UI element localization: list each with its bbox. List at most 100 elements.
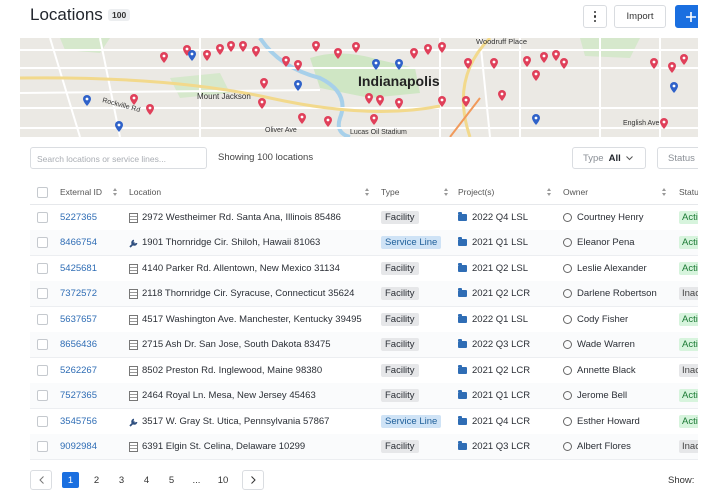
type-filter[interactable]: Type All: [572, 147, 646, 169]
project: 2021 Q2 LCR: [458, 281, 530, 306]
column-header[interactable]: Project(s): [458, 187, 495, 197]
external-id[interactable]: 5637657: [60, 314, 97, 325]
location: 2464 Royal Ln. Mesa, New Jersey 45463: [129, 383, 316, 408]
sort-icon[interactable]: [113, 188, 118, 196]
status-filter[interactable]: Status: [657, 147, 698, 169]
location: 4517 Washington Ave. Manchester, Kentuck…: [129, 307, 362, 332]
address: 1901 Thornridge Cir. Shiloh, Hawaii 8106…: [142, 237, 321, 248]
map-label: Lucas Oil Stadium: [350, 129, 407, 136]
row-checkbox[interactable]: [37, 416, 48, 427]
table-row: 5262267 8502 Preston Rd. Inglewood, Main…: [30, 358, 698, 384]
row-checkbox[interactable]: [37, 390, 48, 401]
search-input[interactable]: Search locations or service lines...: [30, 147, 207, 169]
project: 2022 Q3 LCR: [458, 332, 530, 357]
project: 2021 Q4 LCR: [458, 409, 530, 434]
row-checkbox[interactable]: [37, 237, 48, 248]
external-id[interactable]: 3545756: [60, 416, 97, 427]
project-name: 2021 Q4 LCR: [472, 416, 531, 427]
row-checkbox[interactable]: [37, 339, 48, 350]
page-button[interactable]: 5: [168, 474, 175, 486]
address: 3517 W. Gray St. Utica, Pennsylvania 578…: [142, 416, 330, 427]
page-button[interactable]: 3: [118, 474, 125, 486]
column-header[interactable]: Location: [129, 187, 162, 197]
type-badge: Service Line: [381, 236, 442, 249]
status: Active: [679, 307, 698, 332]
add-button[interactable]: [675, 5, 698, 28]
external-id[interactable]: 9092984: [60, 441, 97, 452]
type: Facility: [381, 434, 419, 459]
external-id[interactable]: 5425681: [60, 263, 97, 274]
select-all-checkbox[interactable]: [37, 187, 48, 198]
address: 2464 Royal Ln. Mesa, New Jersey 45463: [142, 390, 316, 401]
map-label: Mount Jackson: [197, 92, 251, 101]
address: 2972 Westheimer Rd. Santa Ana, Illinois …: [142, 212, 341, 223]
table-row: 7372572 2118 Thornridge Cir. Syracuse, C…: [30, 281, 698, 307]
address: 2715 Ash Dr. San Jose, South Dakota 8347…: [142, 339, 331, 350]
sort-icon[interactable]: [365, 188, 370, 196]
table-header: External ID Location Type Project(s) Own…: [30, 180, 698, 205]
project-name: 2022 Q3 LCR: [472, 339, 531, 350]
project-name: 2021 Q2 LSL: [472, 263, 528, 274]
chevron-left: [38, 476, 44, 484]
owner: Cody Fisher: [563, 307, 628, 332]
type: Facility: [381, 307, 419, 332]
type-badge: Facility: [381, 389, 419, 402]
address: 4140 Parker Rd. Allentown, New Mexico 31…: [142, 263, 340, 274]
sort-icon[interactable]: [662, 188, 667, 196]
address: 4517 Washington Ave. Manchester, Kentuck…: [142, 314, 362, 325]
column-header[interactable]: Status: [679, 187, 698, 197]
external-id[interactable]: 7527365: [60, 390, 97, 401]
row-checkbox[interactable]: [37, 365, 48, 376]
owner: Eleanor Pena: [563, 230, 635, 255]
row-checkbox[interactable]: [37, 263, 48, 274]
status-badge: Active: [679, 389, 698, 402]
location: 8502 Preston Rd. Inglewood, Maine 98380: [129, 358, 322, 383]
wrench-icon: [129, 418, 138, 427]
external-id[interactable]: 5262267: [60, 365, 97, 376]
external-id[interactable]: 5227365: [60, 212, 97, 223]
external-id[interactable]: 8466754: [60, 237, 97, 248]
location: 2118 Thornridge Cir. Syracuse, Connectic…: [129, 281, 354, 306]
type-badge: Facility: [381, 262, 419, 275]
owner-name: Esther Howard: [577, 416, 640, 427]
page-size-label: Show:: [668, 475, 695, 486]
status-badge: Active: [679, 262, 698, 275]
chevron-right: [250, 476, 256, 484]
status-badge: Inactive: [679, 287, 698, 300]
page-ellipsis: ...: [192, 474, 201, 486]
table-row: 9092984 6391 Elgin St. Celina, Delaware …: [30, 434, 698, 460]
sort-icon[interactable]: [444, 188, 449, 196]
prev-page[interactable]: [30, 470, 52, 490]
row-checkbox[interactable]: [37, 441, 48, 452]
owner-name: Courtney Henry: [577, 212, 644, 223]
type-badge: Facility: [381, 338, 419, 351]
page-button[interactable]: 4: [143, 474, 150, 486]
external-id[interactable]: 7372572: [60, 288, 97, 299]
page-button[interactable]: 10: [217, 474, 229, 486]
row-checkbox[interactable]: [37, 288, 48, 299]
type: Facility: [381, 332, 419, 357]
row-checkbox[interactable]: [37, 314, 48, 325]
page-button[interactable]: 2: [93, 474, 100, 486]
sort-icon[interactable]: [547, 188, 552, 196]
column-header[interactable]: Owner: [563, 187, 589, 197]
owner: Esther Howard: [563, 409, 640, 434]
import-button[interactable]: Import: [614, 5, 666, 28]
external-id[interactable]: 8656436: [60, 339, 97, 350]
project-name: 2021 Q2 LCR: [472, 288, 531, 299]
next-page[interactable]: [242, 470, 264, 490]
column-header[interactable]: Type: [381, 187, 400, 197]
type-badge: Service Line: [381, 415, 442, 428]
page-button[interactable]: 1: [62, 472, 79, 488]
row-checkbox[interactable]: [37, 212, 48, 223]
table-row: 5425681 4140 Parker Rd. Allentown, New M…: [30, 256, 698, 282]
more-button[interactable]: [583, 5, 607, 28]
filter-label: Status: [668, 152, 695, 164]
type-badge: Facility: [381, 287, 419, 300]
column-header[interactable]: External ID: [60, 187, 103, 197]
location: 4140 Parker Rd. Allentown, New Mexico 31…: [129, 256, 340, 281]
map[interactable]: Indianapolis Mount Jackson Rockville Rd …: [20, 38, 698, 137]
table-row: 8656436 2715 Ash Dr. San Jose, South Dak…: [30, 332, 698, 358]
